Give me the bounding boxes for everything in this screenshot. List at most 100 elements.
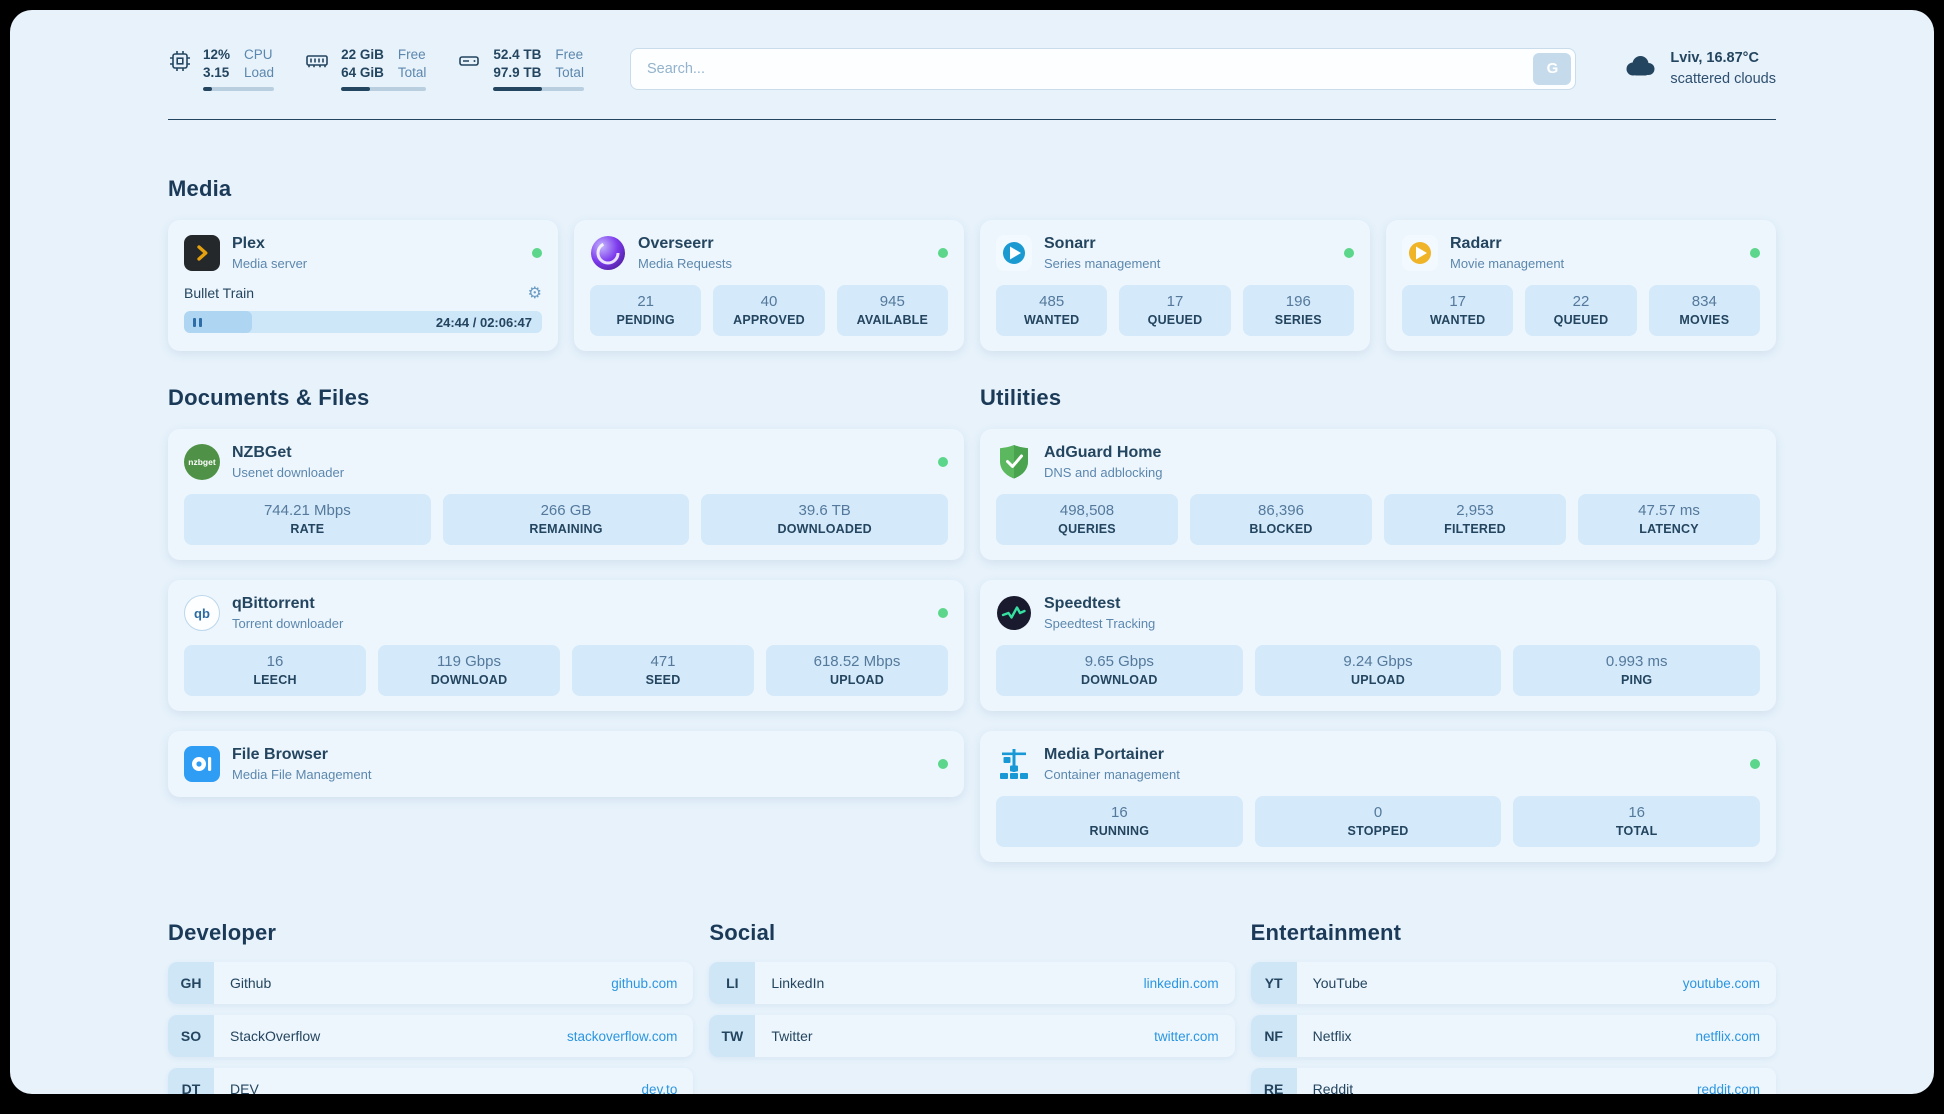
stat-row: 21 PENDING 40 APPROVED 945 AVAILABLE [590,285,948,337]
app-name: Speedtest [1044,595,1121,613]
bookmark-link[interactable]: RE Reddit reddit.com [1250,1068,1776,1094]
bookmark-link[interactable]: TW Twitter twitter.com [709,1015,1235,1058]
section-title-media: Media [168,176,232,202]
app-card-nzbget[interactable]: nzbget NZBGet Usenet downloader 744.21 M… [168,429,964,561]
app-card-sonarr[interactable]: Sonarr Series management 485 WANTED 17 QUEU… [980,220,1370,352]
stat-box: 40 APPROVED [713,285,825,337]
utilities-section: Utilities AdGuard Home [980,385,1776,863]
bookmark-link[interactable]: NF Netflix netflix.com [1250,1015,1776,1058]
weather-location: Lviv, 16.87°C [1670,50,1759,67]
bookmark-url: dev.to [641,1081,678,1094]
app-description: Container management [1044,767,1180,783]
section-title-developer: Developer [168,920,277,946]
bookmark-name: YouTube [1312,975,1368,992]
stat-value: 485 [1039,293,1065,311]
stat-label: APPROVED [733,313,805,328]
stat-value: 17 [1166,293,1184,311]
stat-box: 618.52 Mbps UPLOAD [766,645,948,697]
bookmark-abbr: YT [1250,962,1297,1005]
app-name: Media Portainer [1044,746,1165,764]
status-dot [938,248,948,259]
app-card-speedtest[interactable]: Speedtest Speedtest Tracking 9.65 Gbps DO… [980,580,1776,712]
app-card-qbittorrent[interactable]: qb qBittorrent Torrent downloader 16 LEEC… [168,580,964,712]
app-description: Usenet downloader [232,465,345,481]
app-card-portainer[interactable]: Media Portainer Container management 16 R… [980,731,1776,863]
status-dot [938,457,948,468]
stat-label: WANTED [1429,313,1486,328]
app-card-overseerr[interactable]: Overseerr Media Requests 21 PENDING 40 APPR… [574,220,964,352]
stat-label: RUNNING [1089,824,1150,839]
bookmark-name: Reddit [1312,1081,1354,1094]
stat-label: QUERIES [1058,522,1116,537]
stat-label: FILTERED [1444,522,1506,537]
stat-label: MOVIES [1679,313,1730,328]
bookmark-name: DEV [230,1081,259,1094]
playback-progress-bar[interactable]: 24:44 / 02:06:47 [184,311,542,334]
disk-total-value: 97.9 TB [493,65,542,81]
bookmark-abbr: RE [1250,1068,1297,1094]
bookmark-link[interactable]: SO StackOverflow stackoverflow.com [168,1015,694,1058]
stat-label: TOTAL [1615,824,1658,839]
topbar-divider [168,119,1776,121]
stat-box: 0.993 ms PING [1513,645,1761,697]
section-title-entertainment: Entertainment [1250,920,1402,946]
cpu-progress-fill [203,87,212,92]
ram-progress-bar [341,87,427,92]
bookmark-link[interactable]: LI LinkedIn linkedin.com [709,962,1235,1005]
stat-box: 9.65 Gbps DOWNLOAD [996,645,1243,697]
stat-row: 9.65 Gbps DOWNLOAD 9.24 Gbps UPLOAD 0.993 ms… [996,645,1761,697]
bookmark-list-entertainment: YT YouTube youtube.com NF Netflix netflix.com… [1250,962,1776,1094]
app-card-radarr[interactable]: Radarr Movie management 17 WANTED 22 QUEUED… [1386,220,1776,352]
bookmark-link[interactable]: DT DEV dev.to [168,1068,694,1094]
cpu-chip-icon [168,49,192,78]
cpu-load-value: 3.15 [203,65,230,81]
cpu-usage-value: 12% [203,47,231,62]
ram-free-label: Free [397,47,426,62]
stat-label: SERIES [1274,313,1322,328]
stat-value: 16 [1110,804,1128,822]
app-description: DNS and adblocking [1044,465,1163,481]
search-input[interactable] [629,47,1577,90]
speedtest-icon [996,595,1032,631]
disk-free-value: 52.4 TB [493,47,542,62]
bookmark-link[interactable]: YT YouTube youtube.com [1250,962,1776,1005]
playback-progress-fill [184,311,253,334]
status-dot [1344,248,1354,259]
stat-value: 9.65 Gbps [1084,653,1154,671]
stat-box: 119 Gbps DOWNLOAD [378,645,560,697]
cpu-label: CPU [244,47,273,62]
stat-row: 485 WANTED 17 QUEUED 196 SERIES [996,285,1354,337]
stat-box: 86,396 BLOCKED [1190,494,1372,546]
social-section: Social LI LinkedIn linkedin.com TW Twitter tw… [709,920,1235,1094]
stat-label: LATENCY [1639,522,1699,537]
bookmark-list-social: LI LinkedIn linkedin.com TW Twitter twitter.c… [709,962,1235,1058]
gear-icon[interactable]: ⚙ [527,285,542,303]
search-go-button[interactable]: G [1533,52,1572,85]
stat-box: 9.24 Gbps UPLOAD [1254,645,1502,697]
cpu-progress-bar [203,87,275,92]
bookmark-url: stackoverflow.com [567,1028,678,1044]
stat-value: 47.57 ms [1638,502,1700,520]
app-description: Series management [1044,256,1161,272]
bookmark-abbr: DT [168,1068,214,1094]
stat-label: LEECH [253,673,297,688]
status-dot [938,608,948,619]
app-card-adguard[interactable]: AdGuard Home DNS and adblocking 498,508 Q… [980,429,1776,561]
ram-widget: 22 GiB Free 64 GiB Total [304,46,427,92]
app-name: Plex [232,235,265,253]
stat-value: 266 GB [540,502,592,520]
stat-label: REMAINING [529,522,603,537]
stat-label: WANTED [1023,313,1080,328]
stat-value: 21 [637,293,654,311]
pause-icon[interactable] [193,317,202,327]
stat-value: 16 [266,653,284,671]
app-card-plex[interactable]: Plex Media server Bullet Train ⚙ 24:44 /… [168,220,558,352]
stat-value: 86,396 [1258,502,1304,520]
bookmark-name: Twitter [771,1028,813,1045]
stat-box: 17 WANTED [1402,285,1514,337]
stat-box: 498,508 QUERIES [996,494,1178,546]
app-name: qBittorrent [232,595,315,613]
bookmark-link[interactable]: GH Github github.com [168,962,694,1005]
app-card-filebrowser[interactable]: File Browser Media File Management [168,731,964,798]
stat-label: UPLOAD [830,673,884,688]
